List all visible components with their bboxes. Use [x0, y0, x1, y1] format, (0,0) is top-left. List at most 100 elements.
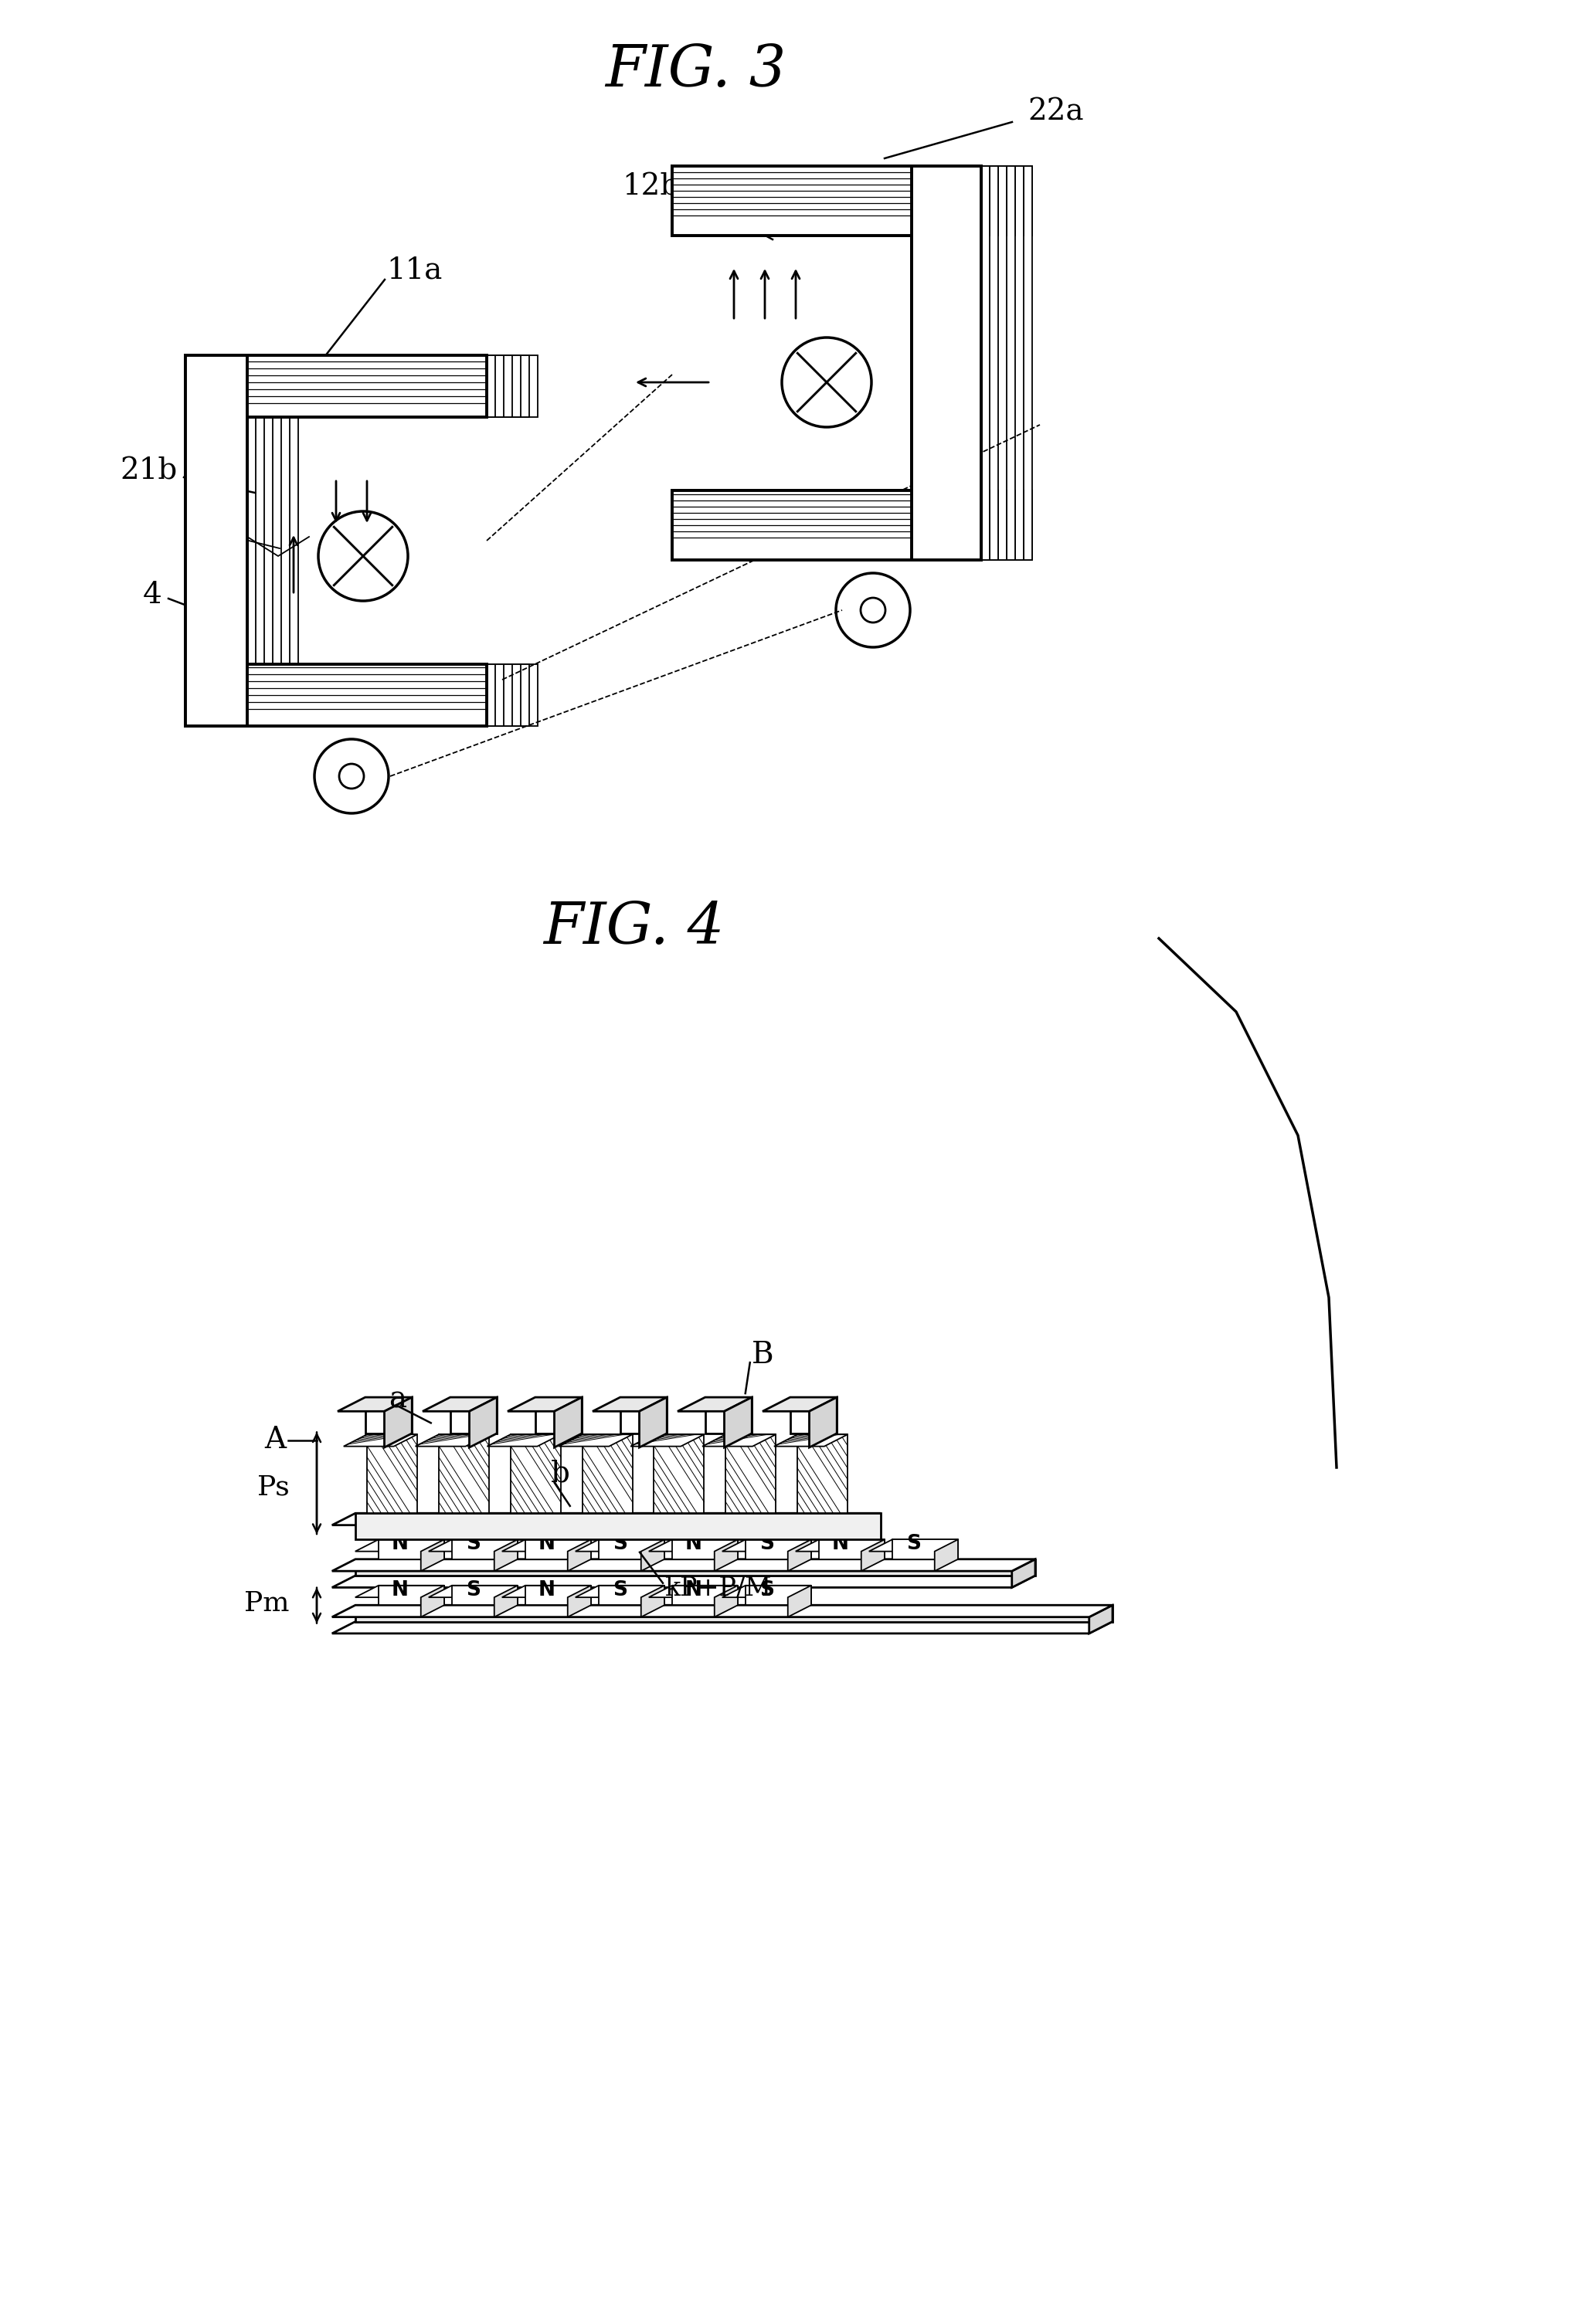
Polygon shape	[698, 165, 1007, 235]
Polygon shape	[568, 1538, 590, 1571]
Polygon shape	[641, 1585, 665, 1618]
Polygon shape	[488, 1434, 560, 1446]
Polygon shape	[934, 1538, 958, 1571]
Polygon shape	[869, 1538, 958, 1552]
Text: 22a: 22a	[1027, 98, 1084, 125]
Polygon shape	[1089, 1606, 1113, 1634]
Polygon shape	[714, 1538, 738, 1571]
Text: S: S	[465, 1580, 480, 1599]
Text: kP+P/M: kP+P/M	[665, 1576, 771, 1601]
Polygon shape	[185, 356, 247, 725]
Polygon shape	[673, 1585, 738, 1606]
Text: N: N	[538, 1580, 554, 1599]
Text: 11a: 11a	[386, 256, 442, 284]
Polygon shape	[355, 1513, 880, 1538]
Polygon shape	[809, 1397, 837, 1448]
Polygon shape	[689, 165, 999, 235]
Polygon shape	[818, 1538, 885, 1559]
Polygon shape	[673, 490, 981, 560]
Polygon shape	[203, 356, 503, 416]
Polygon shape	[796, 1538, 885, 1552]
Polygon shape	[937, 165, 1007, 560]
Text: b: b	[551, 1459, 570, 1487]
Text: B: B	[752, 1341, 774, 1369]
Polygon shape	[228, 356, 290, 725]
Polygon shape	[945, 165, 1015, 560]
Polygon shape	[378, 1538, 445, 1559]
Polygon shape	[1012, 1559, 1035, 1587]
Polygon shape	[912, 165, 981, 560]
Polygon shape	[332, 1513, 880, 1525]
Polygon shape	[568, 1585, 590, 1618]
Text: A: A	[264, 1427, 287, 1455]
Polygon shape	[355, 1559, 1035, 1576]
Polygon shape	[703, 1434, 776, 1446]
Polygon shape	[725, 1434, 776, 1513]
Text: S: S	[613, 1534, 627, 1555]
Polygon shape	[654, 1434, 704, 1513]
Polygon shape	[429, 1538, 518, 1552]
Polygon shape	[185, 356, 247, 725]
Polygon shape	[469, 1397, 497, 1448]
Polygon shape	[332, 1606, 1113, 1618]
Text: 12b: 12b	[622, 172, 679, 202]
Text: a: a	[388, 1385, 407, 1413]
Polygon shape	[673, 165, 981, 235]
Polygon shape	[673, 1538, 738, 1559]
Polygon shape	[203, 356, 264, 725]
Polygon shape	[211, 356, 272, 725]
Polygon shape	[438, 1434, 489, 1513]
Polygon shape	[220, 356, 521, 416]
Polygon shape	[722, 1585, 810, 1597]
Polygon shape	[421, 1585, 445, 1618]
Polygon shape	[955, 165, 1024, 560]
Polygon shape	[236, 356, 538, 416]
Polygon shape	[678, 1397, 752, 1411]
Polygon shape	[236, 356, 298, 725]
Polygon shape	[526, 1538, 590, 1559]
Text: S: S	[760, 1534, 774, 1555]
Polygon shape	[790, 1397, 837, 1434]
Polygon shape	[236, 665, 538, 725]
Polygon shape	[554, 1397, 583, 1448]
Polygon shape	[798, 1434, 847, 1513]
Polygon shape	[640, 1397, 666, 1448]
Text: S: S	[760, 1580, 774, 1599]
Polygon shape	[559, 1434, 632, 1446]
Polygon shape	[421, 1538, 445, 1571]
Polygon shape	[193, 356, 495, 416]
Polygon shape	[367, 1434, 418, 1513]
Polygon shape	[366, 1397, 412, 1434]
Polygon shape	[494, 1538, 518, 1571]
Polygon shape	[193, 356, 256, 725]
Polygon shape	[185, 356, 486, 416]
Polygon shape	[681, 490, 989, 560]
Polygon shape	[725, 1397, 752, 1448]
Polygon shape	[220, 356, 282, 725]
Polygon shape	[598, 1538, 665, 1559]
Text: S: S	[465, 1534, 480, 1555]
Polygon shape	[649, 1538, 738, 1552]
Text: N: N	[684, 1534, 701, 1555]
Text: S: S	[905, 1534, 921, 1555]
Text: Pm: Pm	[244, 1590, 290, 1618]
Polygon shape	[355, 1585, 445, 1597]
Polygon shape	[723, 490, 1032, 560]
Polygon shape	[337, 1397, 412, 1411]
Polygon shape	[211, 665, 513, 725]
Polygon shape	[641, 1538, 665, 1571]
Polygon shape	[535, 1397, 583, 1434]
Polygon shape	[681, 165, 989, 235]
Polygon shape	[714, 490, 1024, 560]
Polygon shape	[788, 1538, 810, 1571]
Polygon shape	[673, 490, 981, 560]
Polygon shape	[722, 1538, 810, 1552]
Polygon shape	[510, 1434, 560, 1513]
Polygon shape	[508, 1397, 583, 1411]
Polygon shape	[203, 665, 503, 725]
Polygon shape	[575, 1585, 665, 1597]
Polygon shape	[344, 1434, 418, 1446]
Polygon shape	[450, 1397, 497, 1434]
Polygon shape	[763, 1397, 837, 1411]
Polygon shape	[649, 1585, 738, 1597]
